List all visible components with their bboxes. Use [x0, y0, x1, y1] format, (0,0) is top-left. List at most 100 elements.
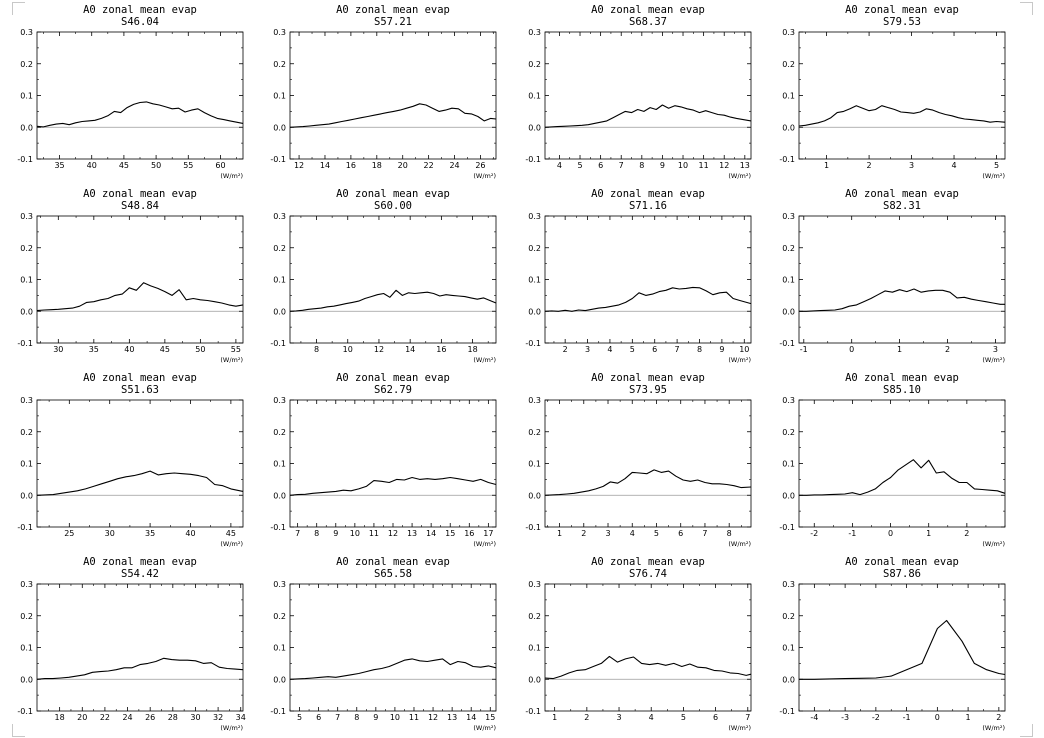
y-tick-label: 0.0 — [528, 675, 541, 684]
y-tick-label: 0.3 — [273, 28, 286, 37]
chart-subtitle: S54.42 — [121, 568, 159, 580]
y-tick-label: 0.2 — [782, 612, 795, 621]
y-tick-label: -0.1 — [779, 339, 795, 348]
y-tick-label: 0.0 — [782, 123, 795, 132]
plot-frame — [36, 31, 244, 160]
y-tick-label: 0.2 — [528, 60, 541, 69]
chart-title: A0 zonal mean evap — [336, 188, 450, 200]
x-tick-label: 35 — [89, 345, 99, 354]
y-tick-label: -0.1 — [270, 707, 286, 716]
x-tick-label: 34 — [236, 713, 246, 722]
plot-frame — [36, 399, 244, 528]
x-tick-label: 10 — [343, 345, 353, 354]
y-tick-label: -0.1 — [17, 707, 33, 716]
y-tick-label: 0.0 — [273, 491, 286, 500]
x-tick-label: 55 — [231, 345, 241, 354]
x-tick-label: 26 — [475, 161, 485, 170]
evap-series-line — [798, 105, 1006, 127]
y-tick-label: 0.1 — [528, 276, 541, 285]
y-tick-label: 0.2 — [20, 428, 33, 437]
x-tick-label: 5 — [994, 161, 999, 170]
x-tick-label: -4 — [810, 713, 818, 722]
plot-frame — [544, 399, 752, 528]
y-tick-label: -0.1 — [17, 523, 33, 532]
x-tick-label: 3 — [605, 529, 610, 538]
y-tick-label: 0.1 — [20, 644, 33, 653]
chart-panel: A0 zonal mean evap S62.79 0.3 0.2 0.1 0.0 -0.1… — [253, 368, 514, 552]
y-tick-label: 0.2 — [20, 244, 33, 253]
chart-title: A0 zonal mean evap — [591, 4, 705, 16]
chart-title: A0 zonal mean evap — [845, 372, 959, 384]
chart-svg: 0.3 0.2 0.1 0.0 -0.1 35 40 45 50 55 60 (W/m²) — [17, 28, 244, 180]
chart-subtitle: S48.84 — [121, 200, 159, 212]
y-tick-label: -0.1 — [17, 155, 33, 164]
x-tick-label: 14 — [466, 713, 476, 722]
x-unit-label: (W/m²) — [473, 172, 496, 180]
x-tick-label: 40 — [124, 345, 134, 354]
x-tick-label: 45 — [160, 345, 170, 354]
y-tick-label: 0.0 — [528, 123, 541, 132]
y-tick-label: -0.1 — [779, 523, 795, 532]
y-tick-label: 0.0 — [782, 491, 795, 500]
y-tick-label: 0.1 — [528, 644, 541, 653]
y-tick-label: 0.0 — [273, 675, 286, 684]
chart-svg: 0.3 0.2 0.1 0.0 -0.1 30 35 40 45 50 55 (W/m²) — [17, 212, 244, 364]
y-tick-label: 0.3 — [20, 212, 33, 221]
chart-title: A0 zonal mean evap — [336, 4, 450, 16]
x-tick-label: 9 — [719, 345, 724, 354]
x-tick-label: 4 — [951, 161, 956, 170]
x-tick-label: 22 — [424, 161, 434, 170]
y-tick-label: 0.2 — [20, 60, 33, 69]
chart-title: A0 zonal mean evap — [591, 188, 705, 200]
crop-mark-bottom-left — [12, 724, 25, 737]
chart-subtitle: S57.21 — [374, 16, 412, 28]
y-tick-label: 0.2 — [782, 60, 795, 69]
x-tick-label: 3 — [993, 345, 998, 354]
x-tick-label: 10 — [678, 161, 688, 170]
chart-panel: A0 zonal mean evap S57.21 0.3 0.2 0.1 0.0 -0.1… — [253, 0, 514, 184]
crop-mark-bottom-right — [1020, 724, 1033, 737]
y-tick-label: 0.1 — [273, 460, 286, 469]
chart-subtitle: S73.95 — [629, 384, 667, 396]
y-tick-label: -0.1 — [17, 339, 33, 348]
y-tick-label: 0.2 — [20, 612, 33, 621]
x-tick-label: 40 — [185, 529, 195, 538]
x-tick-label: 6 — [316, 713, 321, 722]
chart-panel: A0 zonal mean evap S76.74 0.3 0.2 0.1 0.0 -0.1… — [508, 552, 769, 736]
x-tick-label: 0 — [935, 713, 940, 722]
y-tick-label: -0.1 — [525, 523, 541, 532]
x-tick-label: 1 — [966, 713, 971, 722]
y-tick-label: 0.2 — [273, 612, 286, 621]
x-tick-label: 10 — [350, 529, 360, 538]
x-tick-label: 35 — [145, 529, 155, 538]
chart-panel: A0 zonal mean evap S79.53 0.3 0.2 0.1 0.0 -0.1… — [762, 0, 1023, 184]
evap-series-line — [36, 470, 244, 496]
evap-series-line — [36, 282, 244, 312]
x-tick-label: 9 — [333, 529, 338, 538]
y-tick-label: 0.0 — [20, 307, 33, 316]
x-unit-label: (W/m²) — [982, 540, 1005, 548]
x-tick-label: 9 — [373, 713, 378, 722]
y-tick-label: 0.0 — [20, 123, 33, 132]
chart-svg: 0.3 0.2 0.1 0.0 -0.1 18 20 22 24 26 28 30 32 34 (W/m²) — [17, 580, 246, 732]
y-tick-label: 0.2 — [273, 60, 286, 69]
x-tick-label: 12 — [294, 161, 304, 170]
x-tick-label: 5 — [654, 529, 659, 538]
plot-frame — [544, 215, 752, 344]
evap-series-line — [289, 476, 497, 496]
x-unit-label: (W/m²) — [728, 172, 751, 180]
evap-series-line — [544, 286, 752, 312]
chart-title: A0 zonal mean evap — [83, 556, 197, 568]
y-tick-label: 0.1 — [273, 276, 286, 285]
x-tick-label: 10 — [390, 713, 400, 722]
x-tick-label: 4 — [607, 345, 612, 354]
y-tick-label: 0.3 — [782, 396, 795, 405]
x-tick-label: 2 — [945, 345, 950, 354]
evap-series-line — [289, 103, 497, 128]
x-tick-label: -1 — [848, 529, 856, 538]
x-unit-label: (W/m²) — [220, 540, 243, 548]
x-tick-label: 4 — [557, 161, 562, 170]
x-tick-label: 30 — [53, 345, 63, 354]
y-tick-label: 0.3 — [528, 212, 541, 221]
